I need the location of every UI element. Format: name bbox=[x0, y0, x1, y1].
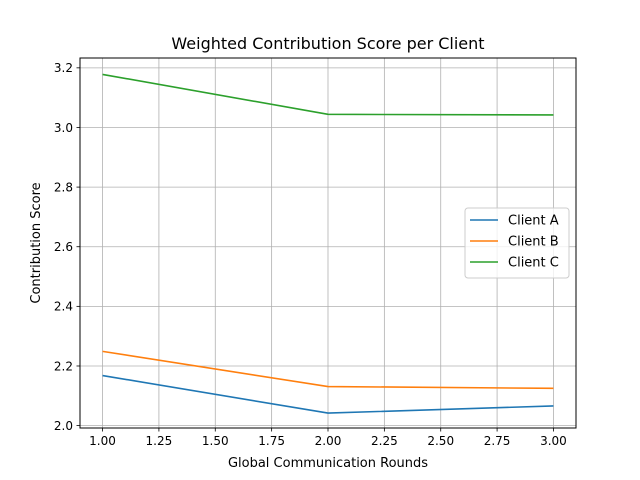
series-lines bbox=[102, 73, 554, 414]
chart-title: Weighted Contribution Score per Client bbox=[171, 34, 484, 53]
x-tick-label: 1.50 bbox=[202, 434, 229, 448]
legend-box bbox=[464, 207, 570, 279]
x-tick-label: 1.00 bbox=[89, 434, 116, 448]
x-tick-label: 3.00 bbox=[540, 434, 567, 448]
y-tick-label: 2.2 bbox=[54, 359, 73, 373]
x-tick-label: 2.00 bbox=[315, 434, 342, 448]
series-line-client-c bbox=[102, 73, 554, 116]
y-tick-label: 2.8 bbox=[54, 180, 73, 194]
x-axis-ticks: 1.00 1.25 1.50 1.75 2.00 2.25 2.50 2.75 3.00 bbox=[89, 428, 567, 448]
x-tick-label: 1.25 bbox=[146, 434, 173, 448]
y-tick-label: 3.0 bbox=[54, 121, 73, 135]
x-tick-label: 2.75 bbox=[484, 434, 511, 448]
grid bbox=[80, 58, 576, 428]
y-axis-label: Contribution Score bbox=[29, 182, 44, 303]
y-tick-label: 2.4 bbox=[54, 300, 73, 314]
y-tick-label: 2.0 bbox=[54, 419, 73, 433]
legend-label: Client A bbox=[508, 214, 559, 229]
x-tick-label: 2.50 bbox=[427, 434, 454, 448]
x-tick-label: 2.25 bbox=[371, 434, 398, 448]
x-tick-label: 1.75 bbox=[258, 434, 285, 448]
y-tick-label: 3.2 bbox=[54, 61, 73, 75]
x-axis-label: Global Communication Rounds bbox=[228, 456, 428, 471]
legend-label: Client C bbox=[508, 256, 559, 271]
series-line-client-b bbox=[102, 350, 554, 390]
legend: Client A Client B Client C bbox=[464, 207, 570, 279]
legend-label: Client B bbox=[508, 235, 559, 250]
y-axis-ticks: 2.0 2.2 2.4 2.6 2.8 3.0 3.2 bbox=[54, 61, 80, 433]
y-tick-label: 2.6 bbox=[54, 240, 73, 254]
series-line-client-a bbox=[102, 374, 554, 414]
